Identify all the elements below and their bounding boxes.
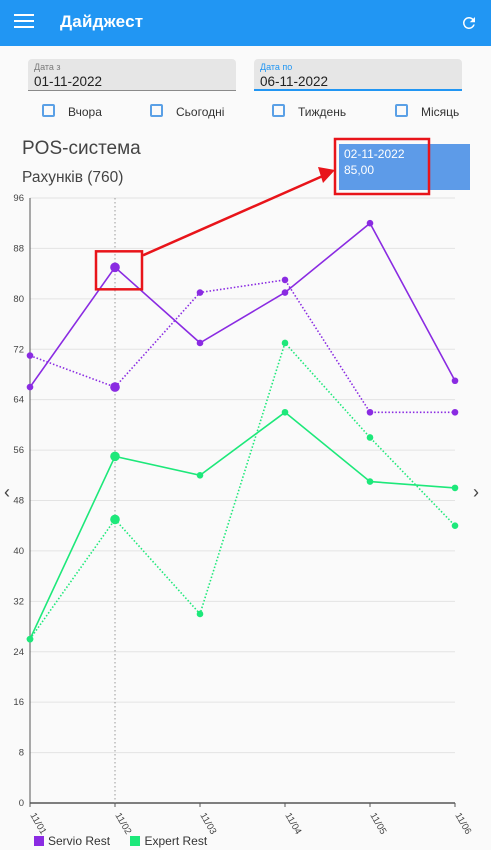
data-point [110, 451, 120, 462]
y-tick-label: 24 [13, 647, 24, 658]
annotation-box-tooltip [333, 137, 431, 196]
data-point [26, 352, 34, 359]
y-tick-label: 80 [13, 294, 24, 305]
checkbox-box[interactable] [395, 104, 408, 117]
legend-item-servio: Servio Rest [34, 834, 110, 848]
chevron-left-icon[interactable]: ‹ [4, 482, 10, 502]
y-tick-label: 64 [13, 395, 24, 406]
data-point [196, 610, 204, 618]
data-point [366, 408, 374, 416]
series-line [29, 221, 456, 388]
data-point [366, 478, 374, 485]
data-point [451, 522, 459, 530]
y-tick-label: 88 [13, 243, 24, 254]
legend-swatch [34, 836, 44, 846]
checkbox-box[interactable] [150, 104, 163, 117]
series-line [29, 341, 456, 640]
series-line [29, 279, 455, 414]
data-point [196, 471, 204, 479]
data-point [281, 408, 289, 416]
checkbox-label: Сьогодні [176, 105, 225, 119]
data-point [196, 339, 204, 347]
date-to-label: Дата по [260, 62, 293, 72]
x-tick-label: 11/05 [367, 811, 388, 836]
chevron-right-icon[interactable]: › [473, 482, 479, 502]
date-to-field[interactable]: Дата по 06-11-2022 [254, 59, 462, 91]
date-from-value: 01-11-2022 [34, 74, 103, 89]
chart-title: POS-система [22, 138, 141, 159]
tooltip-value: 85,00 [344, 163, 375, 177]
data-point [366, 219, 374, 227]
y-tick-label: 48 [13, 496, 24, 507]
y-tick-label: 32 [13, 596, 24, 607]
checkbox-label: Тиждень [298, 105, 347, 119]
chart-subtitle: Рахунків (760) [22, 169, 124, 186]
data-point [451, 408, 459, 416]
data-point [366, 434, 374, 441]
menu-icon[interactable] [14, 14, 34, 32]
chart-tooltip: 02-11-2022 85,00 [339, 144, 470, 190]
data-point [451, 377, 459, 385]
y-tick-label: 72 [13, 344, 24, 355]
checkbox-box[interactable] [42, 104, 55, 117]
annotation-box [94, 250, 144, 291]
data-point [281, 276, 289, 284]
checkbox-label: Вчора [68, 105, 102, 119]
y-tick-label: 56 [13, 445, 24, 456]
data-point [110, 514, 120, 525]
data-point [196, 289, 204, 296]
legend-swatch [130, 836, 141, 846]
legend-label: Expert Rest [144, 834, 208, 848]
x-tick-label: 11/04 [282, 811, 303, 836]
y-tick-label: 40 [13, 546, 24, 557]
data-point [281, 289, 289, 296]
y-tick-label: 0 [19, 798, 24, 809]
x-tick-label: 11/06 [452, 811, 473, 836]
date-from-field[interactable]: Дата з 01-11-2022 [28, 59, 236, 91]
checkbox-box[interactable] [272, 104, 285, 117]
y-tick-label: 16 [13, 697, 24, 708]
y-tick-label: 96 [13, 193, 24, 204]
date-to-value: 06-11-2022 [260, 74, 329, 89]
data-point [281, 339, 289, 347]
annotation-arrow-line [142, 173, 326, 257]
data-point [26, 635, 34, 643]
data-point [451, 484, 459, 492]
app-bar: Дайджест [0, 0, 491, 46]
data-point [110, 382, 120, 392]
y-tick-label: 8 [19, 748, 24, 759]
tooltip-date: 02-11-2022 [344, 147, 405, 161]
data-point [26, 383, 34, 391]
chart-legend: Servio Rest Expert Rest [34, 832, 223, 848]
legend-item-expert: Expert Rest [130, 834, 207, 848]
legend-label: Servio Rest [48, 834, 111, 848]
series-line [29, 411, 456, 640]
annotation-arrow-head [318, 167, 335, 183]
date-from-label: Дата з [34, 62, 61, 72]
checkbox-label: Місяць [421, 105, 460, 119]
data-point [110, 262, 120, 273]
app-title: Дайджест [60, 12, 144, 31]
